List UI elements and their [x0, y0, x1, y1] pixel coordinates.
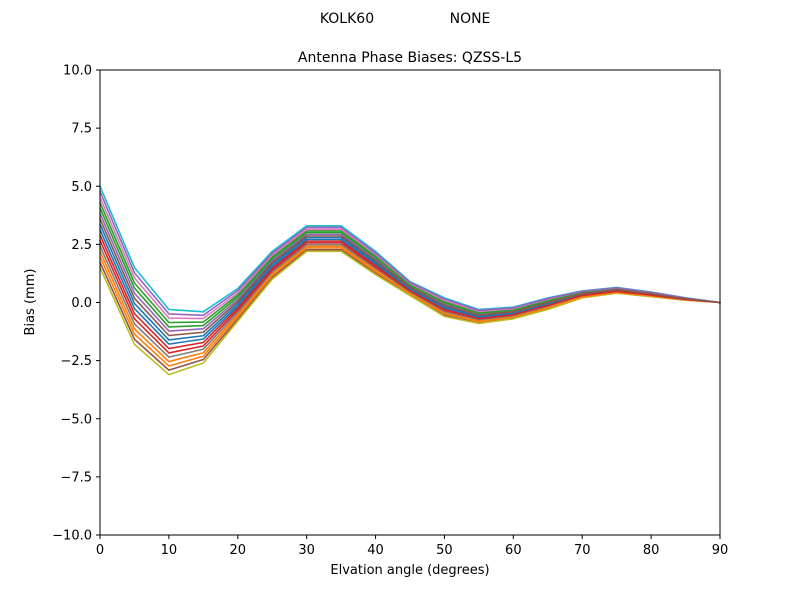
series-line: [99, 247, 721, 367]
y-tick-label: 10.0: [63, 64, 92, 79]
suptitle-model: NONE: [450, 11, 491, 27]
y-tick-label: −10.0: [52, 529, 92, 544]
x-tick-label: 30: [298, 543, 315, 558]
x-axis-label: Elvation angle (degrees): [330, 563, 489, 578]
series-line: [99, 207, 721, 328]
x-tick-label: 60: [505, 543, 522, 558]
x-tick-label: 0: [96, 543, 104, 558]
suptitle-station: KOLK60: [320, 11, 374, 27]
series-line: [99, 196, 721, 320]
x-tick-label: 90: [712, 543, 729, 558]
plot-area: 0 10 20 30 40 50 60 70 80 90 −10.0 −7.5 −5.0 −2.5 0.0 2…: [52, 64, 728, 559]
y-tick-label: −5.0: [60, 412, 92, 427]
series-line: [99, 201, 721, 324]
y-tick-label: −7.5: [60, 470, 92, 485]
x-tick-label: 80: [643, 543, 660, 558]
x-tick-label: 20: [230, 543, 247, 558]
x-tick-label: 70: [574, 543, 591, 558]
series-line: [99, 190, 721, 317]
series-line: [99, 212, 721, 332]
y-tick-label: 0.0: [71, 296, 92, 311]
axes-title: Antenna Phase Biases: QZSS-L5: [298, 50, 522, 66]
series-line: [99, 239, 721, 354]
y-tick-label: 2.5: [71, 238, 92, 253]
y-tick-label: −2.5: [60, 354, 92, 369]
x-tick-label: 10: [161, 543, 178, 558]
y-tick-label: 7.5: [71, 122, 92, 137]
x-tick-label: 40: [367, 543, 384, 558]
series-line: [99, 218, 721, 337]
y-axis-label: Bias (mm): [23, 269, 38, 336]
axes-frame: [99, 69, 721, 536]
y-tick-label: 5.0: [71, 180, 92, 195]
x-tick-label: 50: [436, 543, 453, 558]
